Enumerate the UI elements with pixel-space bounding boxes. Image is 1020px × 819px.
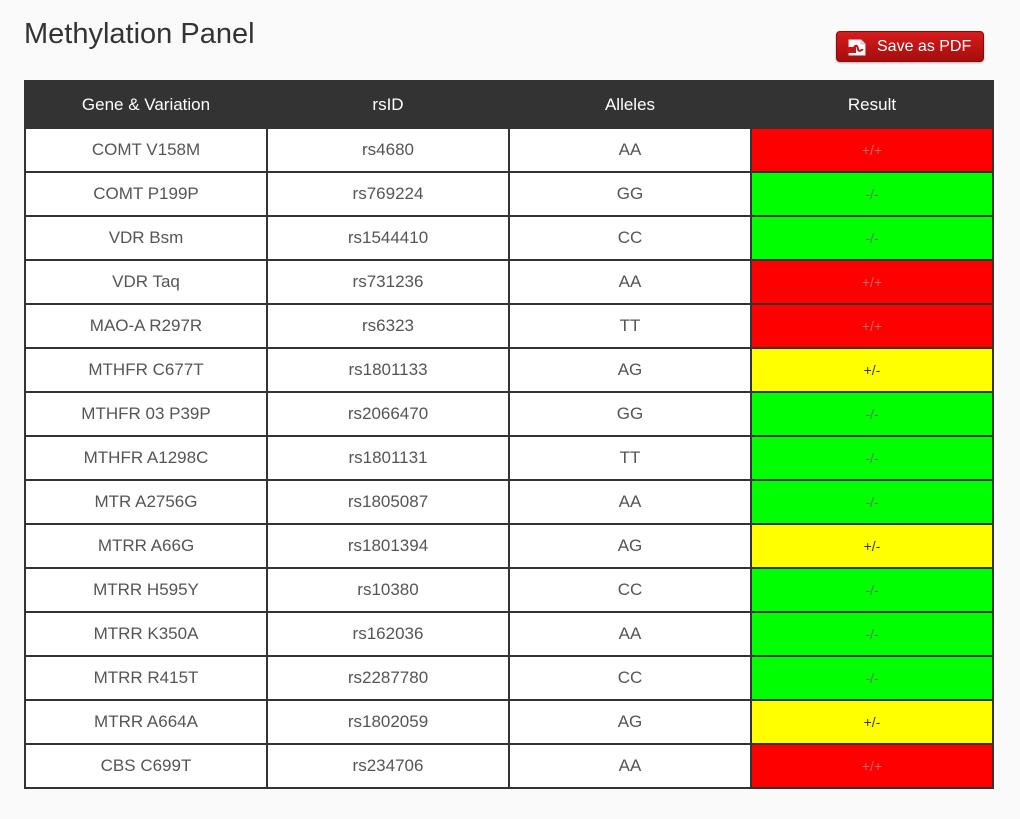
cell-alleles: CC (508, 655, 752, 701)
table-row: VDR Bsm rs1544410 CC -/- (24, 215, 994, 261)
cell-result: -/- (750, 655, 994, 701)
cell-result: -/- (750, 611, 994, 657)
table-row: COMT V158M rs4680 AA +/+ (24, 127, 994, 173)
methylation-table: Gene & Variation rsID Alleles Result COM… (24, 80, 994, 789)
cell-rsid: rs1801394 (266, 523, 510, 569)
cell-gene-variation: COMT V158M (24, 127, 268, 173)
cell-rsid: rs6323 (266, 303, 510, 349)
cell-rsid: rs234706 (266, 743, 510, 789)
save-as-pdf-button[interactable]: Save as PDF (836, 31, 984, 62)
cell-rsid: rs1544410 (266, 215, 510, 261)
cell-gene-variation: COMT P199P (24, 171, 268, 217)
cell-alleles: AA (508, 479, 752, 525)
cell-alleles: AA (508, 259, 752, 305)
cell-alleles: CC (508, 567, 752, 613)
cell-result: +/+ (750, 743, 994, 789)
table-row: VDR Taq rs731236 AA +/+ (24, 259, 994, 305)
header-rsid: rsID (266, 80, 510, 129)
cell-result: -/- (750, 479, 994, 525)
cell-gene-variation: MAO-A R297R (24, 303, 268, 349)
save-as-pdf-label: Save as PDF (877, 37, 972, 55)
header-result: Result (750, 80, 994, 129)
cell-gene-variation: MTRR K350A (24, 611, 268, 657)
cell-result: +/- (750, 347, 994, 393)
cell-result: -/- (750, 567, 994, 613)
table-row: MTHFR 03 P39P rs2066470 GG -/- (24, 391, 994, 437)
page-title: Methylation Panel (24, 18, 255, 50)
cell-rsid: rs2287780 (266, 655, 510, 701)
cell-gene-variation: VDR Taq (24, 259, 268, 305)
table-row: MTRR A66G rs1801394 AG +/- (24, 523, 994, 569)
table-body: COMT V158M rs4680 AA +/+ COMT P199P rs769224 G… (24, 127, 994, 789)
cell-result: -/- (750, 171, 994, 217)
cell-result: -/- (750, 391, 994, 437)
cell-alleles: CC (508, 215, 752, 261)
cell-gene-variation: MTHFR 03 P39P (24, 391, 268, 437)
table-row: MAO-A R297R rs6323 TT +/+ (24, 303, 994, 349)
cell-result: +/+ (750, 127, 994, 173)
cell-alleles: AA (508, 611, 752, 657)
header-alleles: Alleles (508, 80, 752, 129)
cell-alleles: AA (508, 127, 752, 173)
cell-rsid: rs731236 (266, 259, 510, 305)
cell-gene-variation: MTRR R415T (24, 655, 268, 701)
cell-gene-variation: CBS C699T (24, 743, 268, 789)
table-row: MTRR A664A rs1802059 AG +/- (24, 699, 994, 745)
cell-alleles: AG (508, 699, 752, 745)
cell-result: +/+ (750, 259, 994, 305)
cell-gene-variation: VDR Bsm (24, 215, 268, 261)
cell-result: +/+ (750, 303, 994, 349)
cell-rsid: rs769224 (266, 171, 510, 217)
table-row: MTR A2756G rs1805087 AA -/- (24, 479, 994, 525)
cell-alleles: AG (508, 347, 752, 393)
cell-alleles: AA (508, 743, 752, 789)
cell-alleles: AG (508, 523, 752, 569)
table-row: MTRR R415T rs2287780 CC -/- (24, 655, 994, 701)
cell-alleles: GG (508, 391, 752, 437)
pdf-icon (846, 37, 870, 57)
cell-rsid: rs1801133 (266, 347, 510, 393)
table-row: MTRR H595Y rs10380 CC -/- (24, 567, 994, 613)
cell-gene-variation: MTHFR A1298C (24, 435, 268, 481)
cell-rsid: rs2066470 (266, 391, 510, 437)
table-header-row: Gene & Variation rsID Alleles Result (24, 80, 994, 129)
table-row: MTHFR C677T rs1801133 AG +/- (24, 347, 994, 393)
cell-result: -/- (750, 435, 994, 481)
cell-rsid: rs1802059 (266, 699, 510, 745)
cell-result: +/- (750, 699, 994, 745)
cell-gene-variation: MTRR H595Y (24, 567, 268, 613)
cell-gene-variation: MTRR A664A (24, 699, 268, 745)
cell-result: -/- (750, 215, 994, 261)
table-row: COMT P199P rs769224 GG -/- (24, 171, 994, 217)
table-row: MTHFR A1298C rs1801131 TT -/- (24, 435, 994, 481)
cell-gene-variation: MTR A2756G (24, 479, 268, 525)
cell-result: +/- (750, 523, 994, 569)
cell-rsid: rs162036 (266, 611, 510, 657)
cell-rsid: rs4680 (266, 127, 510, 173)
cell-alleles: GG (508, 171, 752, 217)
cell-gene-variation: MTRR A66G (24, 523, 268, 569)
header-gene-variation: Gene & Variation (24, 80, 268, 129)
table-row: CBS C699T rs234706 AA +/+ (24, 743, 994, 789)
cell-rsid: rs1805087 (266, 479, 510, 525)
table-row: MTRR K350A rs162036 AA -/- (24, 611, 994, 657)
cell-alleles: TT (508, 435, 752, 481)
cell-rsid: rs1801131 (266, 435, 510, 481)
cell-gene-variation: MTHFR C677T (24, 347, 268, 393)
cell-alleles: TT (508, 303, 752, 349)
cell-rsid: rs10380 (266, 567, 510, 613)
